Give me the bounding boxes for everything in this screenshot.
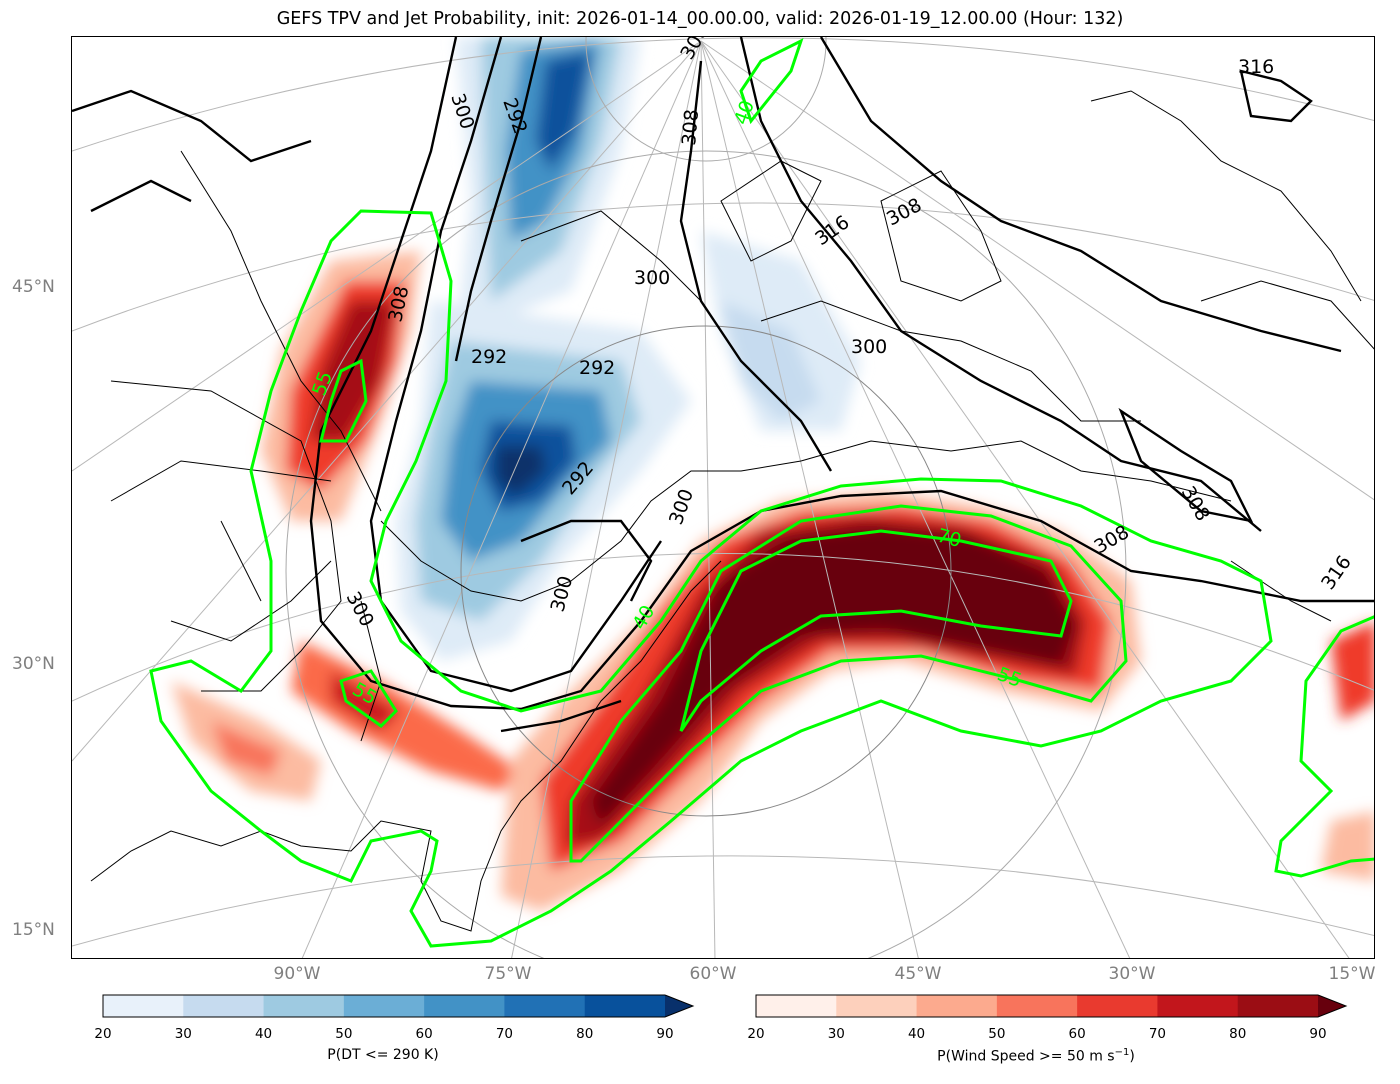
map-title: GEFS TPV and Jet Probability, init: 2026… — [276, 9, 1124, 29]
theta-contours — [72, 37, 1374, 733]
colorbar-wind-label: P(Wind Speed >= 50 m s−1) — [937, 1047, 1135, 1065]
jet-contour-40-east — [1274, 615, 1374, 878]
colorbar-dt-swatch-60 — [424, 995, 505, 1017]
theta-label-308-e: 308 — [678, 108, 703, 146]
colorbar-wind-tick-20: 20 — [747, 1026, 765, 1042]
colorbar-wind-swatch-50 — [996, 995, 1078, 1017]
colorbar-dt-swatches — [102, 994, 695, 1018]
jet-contour-55-north — [319, 358, 368, 443]
colorbar-wind-label-exp: −1 — [1114, 1047, 1130, 1058]
lon-label-90w: 90°W — [273, 964, 321, 984]
colorbar-dt-label: P(DT <= 290 K) — [327, 1047, 439, 1063]
jet-contour-55-main — [569, 504, 1128, 863]
theta-label-300-d: 300 — [342, 588, 378, 630]
coastlines — [90, 90, 1374, 932]
colorbar-wind-tick-50: 50 — [988, 1026, 1006, 1042]
colorbar-wind-outline — [755, 994, 1348, 1018]
colorbar-dt-tick-40: 40 — [254, 1026, 273, 1042]
colorbar-dt-tick-60: 60 — [415, 1026, 433, 1042]
colorbar-wind-swatches — [755, 994, 1348, 1018]
colorbar-dt-outline — [102, 994, 695, 1018]
colorbar-dt-tick-30: 30 — [174, 1026, 192, 1042]
lat-label-30n: 30°N — [12, 654, 55, 674]
theta-label-316-b: 316 — [811, 211, 853, 250]
jet-contours — [149, 38, 1374, 948]
colorbar-wind-swatch-40 — [916, 995, 998, 1017]
lon-label-15w: 15°W — [1328, 964, 1376, 984]
tpv-probability-shading — [396, 37, 861, 661]
theta-label-300-e: 300 — [547, 574, 578, 615]
theta-label-308-b: 308 — [883, 194, 925, 230]
colorbar-dt — [102, 994, 695, 1018]
colorbar-dt-swatch-80 — [584, 995, 666, 1017]
theta-label-300-c: 300 — [851, 336, 887, 358]
colorbar-wind-swatch-20 — [756, 995, 837, 1017]
graticule — [72, 37, 1374, 958]
lon-label-45w: 45°W — [894, 964, 942, 984]
jet-contour-40-north — [739, 38, 804, 125]
colorbar-wind-label-suffix: ) — [1129, 1048, 1135, 1065]
jet-contour-40-west — [149, 209, 1273, 948]
theta-label-300-f: 300 — [665, 486, 698, 528]
lon-label-75w: 75°W — [484, 964, 532, 984]
lon-label-30w: 30°W — [1108, 964, 1156, 984]
jet-label-40-b: 40 — [730, 97, 759, 127]
colorbar-wind-tick-90: 90 — [1309, 1026, 1327, 1042]
colorbar-wind-swatch-70 — [1157, 995, 1239, 1017]
colorbar-wind-tick-80: 80 — [1229, 1026, 1247, 1042]
colorbar-wind-swatch-80 — [1237, 995, 1319, 1017]
colorbar-wind-tick-30: 30 — [827, 1026, 845, 1042]
colorbar-dt-swatch-20 — [103, 995, 184, 1017]
theta-label-316-c: 316 — [1317, 552, 1356, 594]
jet-contour-55-south — [339, 669, 398, 728]
theta-label-292-a: 292 — [471, 346, 507, 368]
lat-label-45n: 45°N — [12, 277, 55, 297]
lon-label-60w: 60°W — [689, 964, 737, 984]
colorbar-wind-swatch-60 — [1077, 995, 1158, 1017]
theta-label-292-b: 292 — [579, 357, 615, 379]
colorbar-wind-tick-60: 60 — [1068, 1026, 1086, 1042]
colorbar-dt-swatch-40 — [263, 995, 345, 1017]
colorbar-dt-swatch-extend — [665, 995, 693, 1017]
theta-label-316-a: 316 — [1238, 56, 1274, 78]
colorbar-dt-tick-90: 90 — [656, 1026, 674, 1042]
lat-label-15n: 15°N — [12, 920, 55, 940]
colorbar-wind-tick-40: 40 — [907, 1026, 926, 1042]
colorbar-dt-tick-80: 80 — [576, 1026, 594, 1042]
colorbar-wind-tick-70: 70 — [1148, 1026, 1167, 1042]
theta-label-300-b: 300 — [634, 267, 670, 289]
colorbar-wind — [755, 994, 1348, 1018]
colorbar-dt-tick-70: 70 — [495, 1026, 514, 1042]
jet-contour-70 — [679, 529, 1073, 732]
colorbar-dt-swatch-30 — [183, 995, 265, 1017]
map-panel: 292 292 292 292 300 300 300 300 300 300 … — [71, 36, 1375, 959]
colorbar-dt-swatch-50 — [343, 995, 425, 1017]
colorbar-dt-swatch-70 — [504, 995, 586, 1017]
colorbar-dt-tick-20: 20 — [94, 1026, 112, 1042]
colorbar-wind-swatch-30 — [836, 995, 918, 1017]
colorbar-wind-swatch-extend — [1318, 995, 1346, 1017]
colorbar-wind-label-prefix: P(Wind Speed >= 50 m s — [937, 1048, 1115, 1065]
colorbar-dt-tick-50: 50 — [335, 1026, 353, 1042]
